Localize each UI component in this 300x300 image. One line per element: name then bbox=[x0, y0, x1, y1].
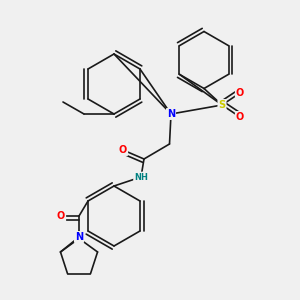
Text: NH: NH bbox=[134, 172, 148, 182]
Text: N: N bbox=[75, 232, 83, 242]
Text: S: S bbox=[218, 100, 226, 110]
Text: O: O bbox=[236, 112, 244, 122]
Text: O: O bbox=[57, 211, 65, 221]
Text: O: O bbox=[119, 145, 127, 155]
Text: N: N bbox=[167, 109, 175, 119]
Text: O: O bbox=[236, 88, 244, 98]
